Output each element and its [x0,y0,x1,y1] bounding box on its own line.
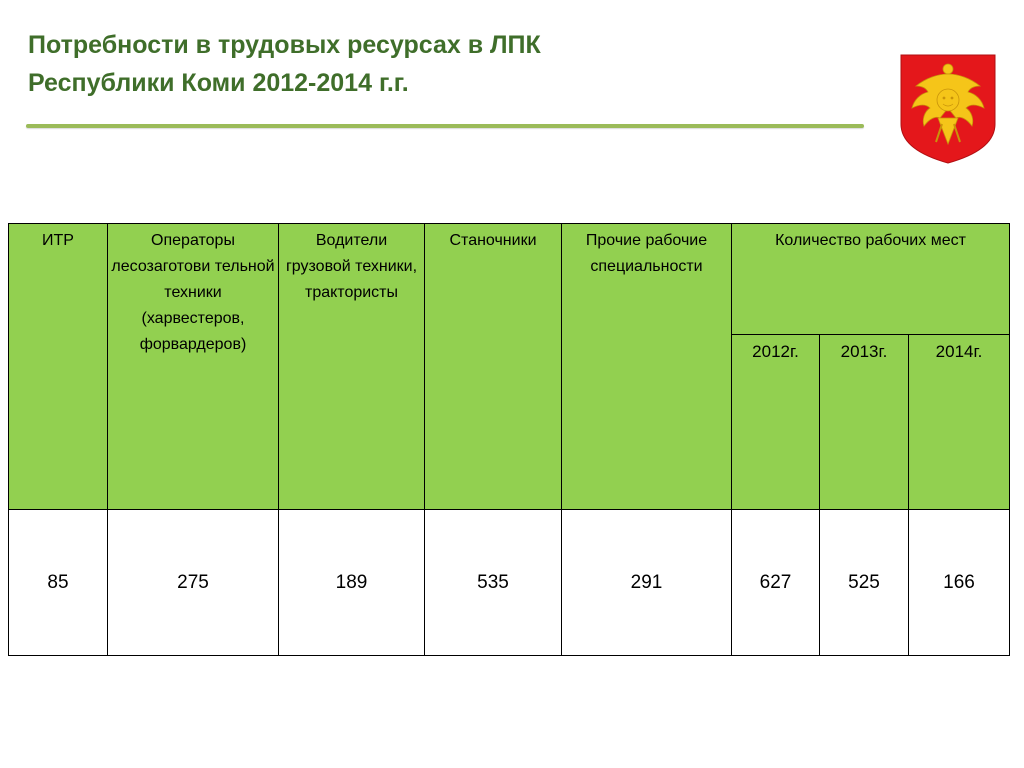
table-year-header-row: 2012г. 2013г. 2014г. [9,334,1011,510]
header-itr: ИТР [8,223,108,510]
header-other-workers: Прочие рабочие специальности [561,223,732,510]
cell-jobs-2012: 627 [731,509,820,656]
title-underline [26,124,864,128]
cell-machinists: 535 [424,509,562,656]
header-jobs-count: Количество рабочих мест [730,223,1011,335]
slide-title: Потребности в трудовых ресурсах в ЛПК Ре… [28,26,848,102]
header-year-2014: 2014г. [907,334,1011,510]
cell-itr: 85 [8,509,108,656]
komi-coat-of-arms-icon [900,54,996,164]
cell-jobs-2014: 166 [907,509,1011,656]
cell-other-workers: 291 [561,509,732,656]
header-drivers: Водители грузовой техники, трактористы [278,223,425,510]
header-machinists: Станочники [424,223,562,510]
emblem-bird [911,63,985,146]
header-year-2013: 2013г. [819,334,909,510]
header-year-2012: 2012г. [731,334,820,510]
header-operators: Операторы лесозаготови тельной техники (… [107,223,279,510]
cell-jobs-2013: 525 [819,509,909,656]
table-header-row: ИТР Операторы лесозаготови тельной техни… [8,223,1011,510]
table-row: 85 275 189 535 291 627 525 166 [8,509,1011,656]
slide-title-line-1: Потребности в трудовых ресурсах в ЛПК [28,31,541,59]
cell-drivers: 189 [278,509,425,656]
cell-operators: 275 [107,509,279,656]
slide-title-line-2: Республики Коми 2012-2014 г.г. [28,69,409,97]
labor-needs-table: ИТР Операторы лесозаготови тельной техни… [8,223,1011,656]
